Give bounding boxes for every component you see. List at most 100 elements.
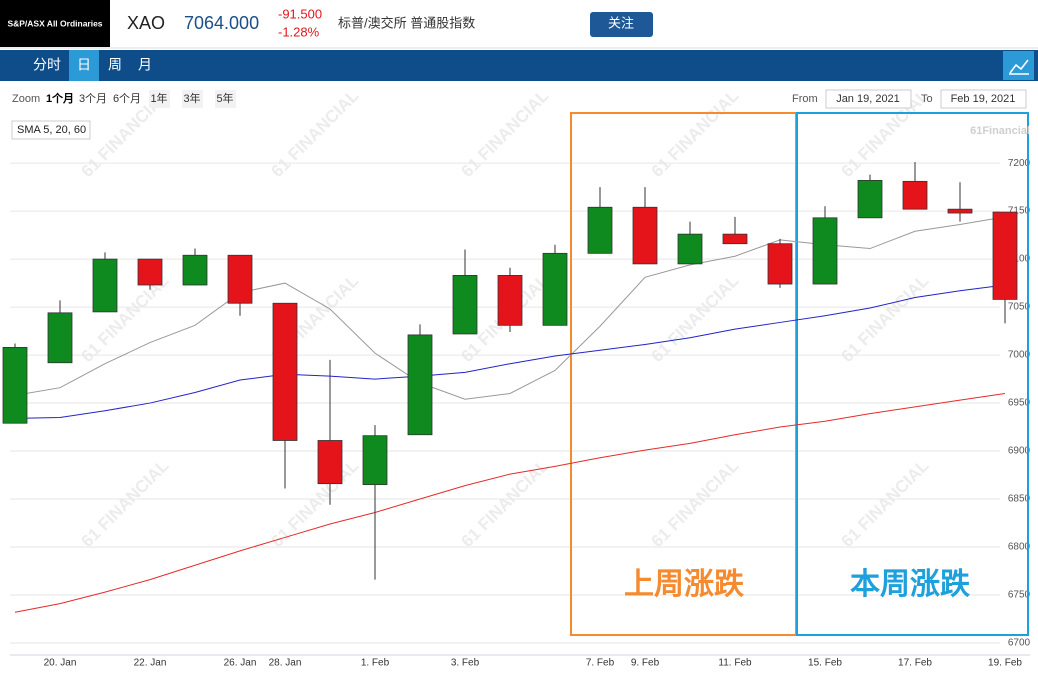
candle-body	[2, 346, 28, 424]
y-tick-label: 7200	[1008, 158, 1031, 169]
follow-label[interactable]: 关注	[608, 15, 634, 30]
tab[interactable]: 周	[108, 57, 122, 73]
watermark: 61 FINANCIAL	[458, 86, 553, 181]
zoom-option[interactable]: 3个月	[79, 92, 107, 105]
to-label: To	[921, 93, 933, 105]
x-tick-label: 20. Jan	[44, 658, 77, 669]
y-tick-label: 7100	[1008, 254, 1031, 265]
x-tick-label: 26. Jan	[224, 658, 257, 669]
legend: SMA 5, 20, 60	[17, 124, 86, 136]
annotation: 上周涨跌	[624, 568, 744, 601]
candle-body	[137, 258, 163, 286]
y-tick-label: 7050	[1008, 302, 1031, 313]
sma-line	[14, 284, 1006, 419]
y-tick-label: 6950	[1008, 398, 1031, 409]
chart-toggle[interactable]	[1003, 51, 1034, 80]
sma-line	[14, 216, 1006, 400]
x-tick-label: 1. Feb	[361, 658, 390, 669]
x-tick-label: 17. Feb	[898, 658, 932, 669]
price: 7064.000	[184, 13, 259, 33]
change-pct: -1.28%	[278, 24, 320, 39]
y-tick-label: 7150	[1008, 206, 1031, 217]
nav-bar	[0, 50, 1038, 81]
candle-body	[542, 252, 568, 326]
candle-body	[767, 243, 793, 285]
watermark: 61 FINANCIAL	[838, 271, 933, 366]
from-label: From	[792, 93, 818, 105]
candle-body	[317, 440, 343, 485]
x-tick-label: 22. Jan	[134, 658, 167, 669]
candle-body	[812, 217, 838, 285]
candle-body	[92, 258, 118, 313]
zoom-option[interactable]: 6个月	[113, 92, 141, 105]
credit: 61Financial	[970, 125, 1030, 137]
x-tick-label: 9. Feb	[631, 658, 660, 669]
candle-body	[677, 233, 703, 265]
y-tick-label: 6850	[1008, 494, 1031, 505]
candle-body	[992, 211, 1018, 300]
x-tick-label: 28. Jan	[269, 658, 302, 669]
zoom-option[interactable]: 3年	[183, 91, 200, 105]
follow-button[interactable]	[590, 12, 653, 37]
candle-body	[632, 206, 658, 265]
watermark: 61 FINANCIAL	[648, 271, 743, 366]
annotation: 本周涨跌	[850, 568, 970, 601]
candle-body	[227, 254, 253, 304]
legend-box	[11, 120, 91, 140]
candle-body	[902, 180, 928, 210]
watermark: 61 FINANCIAL	[458, 456, 553, 551]
zoom-label: Zoom	[12, 93, 40, 105]
logo-box	[0, 0, 110, 47]
candle-body	[947, 208, 973, 214]
zoom-option[interactable]: 1年	[150, 91, 167, 105]
watermark: 61 FINANCIAL	[268, 456, 363, 551]
watermark: 61 FINANCIAL	[648, 456, 743, 551]
zoom-option[interactable]: 1个月	[46, 91, 74, 105]
zoom-button-bg[interactable]	[215, 90, 236, 108]
x-tick-label: 15. Feb	[808, 658, 842, 669]
candle-body	[272, 302, 298, 441]
candle-body	[182, 254, 208, 286]
tab[interactable]: 日	[77, 57, 91, 73]
candle-body	[857, 179, 883, 219]
active-tab[interactable]	[69, 50, 99, 81]
sma-line	[14, 392, 1006, 613]
from-date[interactable]: Jan 19, 2021	[836, 93, 900, 105]
change: -91.500	[278, 6, 322, 21]
x-tick-label: 11. Feb	[718, 658, 752, 669]
zoom-button-bg[interactable]	[182, 90, 203, 108]
zoom-option[interactable]: 5年	[216, 91, 233, 105]
candle-body	[452, 275, 478, 335]
watermark: 61 FINANCIAL	[648, 86, 743, 181]
to-input[interactable]	[940, 89, 1027, 109]
symbol: XAO	[127, 13, 165, 33]
logo: S&P/ASX All Ordinaries	[7, 18, 102, 28]
chart-icon	[1009, 59, 1029, 74]
zoom-button-bg[interactable]	[149, 90, 170, 108]
candle-body	[497, 275, 523, 326]
x-tick-label: 19. Feb	[988, 658, 1022, 669]
watermark: 61 FINANCIAL	[78, 456, 173, 551]
tab[interactable]: 月	[138, 57, 152, 73]
watermark: 61 FINANCIAL	[838, 456, 933, 551]
candle-body	[722, 233, 748, 245]
candle-body	[362, 435, 388, 486]
y-tick-label: 6700	[1008, 638, 1031, 649]
tab[interactable]: 分时	[33, 57, 61, 73]
to-date[interactable]: Feb 19, 2021	[951, 93, 1016, 105]
y-tick-label: 7000	[1008, 350, 1031, 361]
x-tick-label: 3. Feb	[451, 658, 480, 669]
y-tick-label: 6800	[1008, 542, 1031, 553]
from-input[interactable]	[825, 89, 912, 109]
y-tick-label: 6750	[1008, 590, 1031, 601]
candle-body	[47, 312, 73, 364]
watermark: 61 FINANCIAL	[268, 86, 363, 181]
y-tick-label: 6900	[1008, 446, 1031, 457]
annotation-box	[570, 112, 797, 636]
candle-body	[407, 334, 433, 436]
annotation-box	[796, 112, 1029, 636]
index-name: 标普/澳交所 普通股指数	[338, 15, 475, 30]
x-tick-label: 7. Feb	[586, 658, 615, 669]
